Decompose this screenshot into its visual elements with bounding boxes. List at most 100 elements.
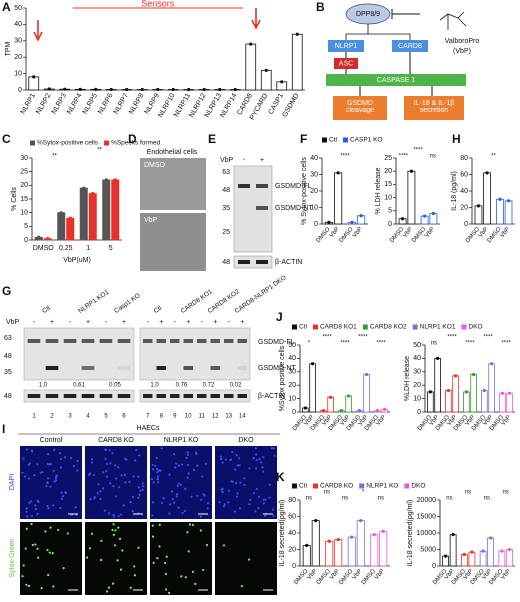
point (401, 217, 405, 221)
bar (309, 363, 316, 413)
x-tick-label: VbP (463, 568, 475, 581)
cell-dot (40, 587, 43, 590)
cell-dot (156, 475, 160, 478)
out1-label: GSDMD cleavage (345, 100, 375, 114)
cell-dot (262, 456, 265, 459)
cell-dot (206, 502, 210, 505)
y-tick-label: 10000 (417, 530, 437, 537)
y-tick-label: 10 (14, 70, 22, 77)
point (508, 391, 512, 395)
cell-dot (191, 570, 195, 573)
point (82, 186, 86, 190)
x-tick-label: 0.25 (59, 245, 73, 252)
annotation: **** (340, 154, 350, 160)
cell-dot (262, 470, 265, 473)
cell-dot (64, 491, 67, 494)
cell-dot (219, 458, 223, 461)
annotation: **** (358, 335, 368, 341)
cell-dot (155, 456, 158, 460)
cell-dot (227, 489, 230, 492)
cell-dot (194, 582, 197, 586)
x-tick-label: VbP (478, 226, 490, 239)
cell-dot (151, 514, 154, 517)
legend-label: CARD8 KO1 (320, 324, 357, 331)
cell-dot (175, 495, 178, 498)
cell-dot (49, 526, 52, 529)
point (327, 539, 331, 543)
cell-dot (124, 481, 127, 484)
y-tick-label: 80 (288, 497, 296, 504)
cell-dot (59, 466, 63, 469)
y-tick-label: 0 (388, 221, 392, 228)
micrograph (20, 446, 82, 519)
cell-dot (137, 546, 140, 549)
cell-dot (203, 494, 206, 497)
cell-dot (109, 482, 112, 485)
legend-label: %Sytox-positive cells (37, 140, 99, 147)
panel-letter: C (2, 132, 11, 146)
cell-dot (121, 549, 124, 552)
band (45, 339, 59, 343)
column-label: DKO (238, 437, 254, 444)
bar (57, 212, 66, 241)
cell-dot (105, 462, 109, 466)
band (238, 184, 250, 188)
cell-dot (115, 477, 118, 480)
y-tick-label: 30 (288, 369, 296, 376)
x-tick-label: VbP (339, 414, 351, 427)
y-tick-label: 10 (413, 395, 421, 402)
cell-dot (27, 584, 31, 588)
cell-dot (89, 498, 92, 501)
cell-dot (59, 452, 62, 455)
point (59, 211, 63, 215)
sensor1-label: NLRP1 (335, 43, 358, 50)
sign: - (69, 319, 72, 326)
x-tick-label: VbP (329, 226, 341, 239)
cell-dot (113, 544, 117, 547)
cell-dot (117, 466, 120, 469)
band (27, 339, 41, 343)
point (428, 390, 432, 394)
panel-letter: G (2, 284, 11, 298)
cell-dot (25, 510, 28, 514)
cell-dot (165, 555, 168, 558)
y-tick-label: 10 (288, 395, 296, 402)
legend-label: NLRP1 KO (366, 483, 398, 490)
y-tick-label: 40 (288, 530, 296, 537)
adaptor-label: ASC (339, 60, 353, 67)
point (303, 406, 307, 410)
group-label: CARD8-NLRP1 DKO (234, 274, 288, 315)
cell-dot (252, 492, 256, 495)
point (500, 549, 504, 553)
cell-dot (177, 482, 180, 485)
sign: - (147, 319, 150, 326)
x-tick-label: VbP (307, 568, 319, 581)
cell-dot (255, 487, 258, 491)
point (37, 235, 41, 239)
annotation: ns (431, 341, 437, 347)
cell-dot (184, 576, 187, 579)
point (113, 178, 117, 182)
cell-dot (45, 484, 48, 488)
y-tick-label: 60 (460, 171, 468, 178)
cell-dot (270, 447, 274, 450)
band (45, 366, 59, 370)
bar (291, 33, 303, 91)
cell-dot (137, 475, 140, 478)
cell-dot (137, 496, 140, 499)
marker: 25 (222, 229, 230, 236)
panel-letter: I (2, 422, 5, 436)
annotation: **** (447, 335, 457, 341)
cell-dot (34, 504, 37, 507)
cell-dot (36, 463, 39, 466)
cell-dot (44, 530, 47, 533)
bar (356, 520, 365, 567)
cell-dot (60, 497, 63, 500)
cell-dot (47, 573, 50, 577)
cell-dot (129, 500, 132, 504)
point (156, 87, 160, 92)
band (256, 260, 268, 264)
y-tick-label: 20 (384, 168, 392, 175)
cell-dot (175, 493, 179, 496)
point (314, 519, 318, 523)
